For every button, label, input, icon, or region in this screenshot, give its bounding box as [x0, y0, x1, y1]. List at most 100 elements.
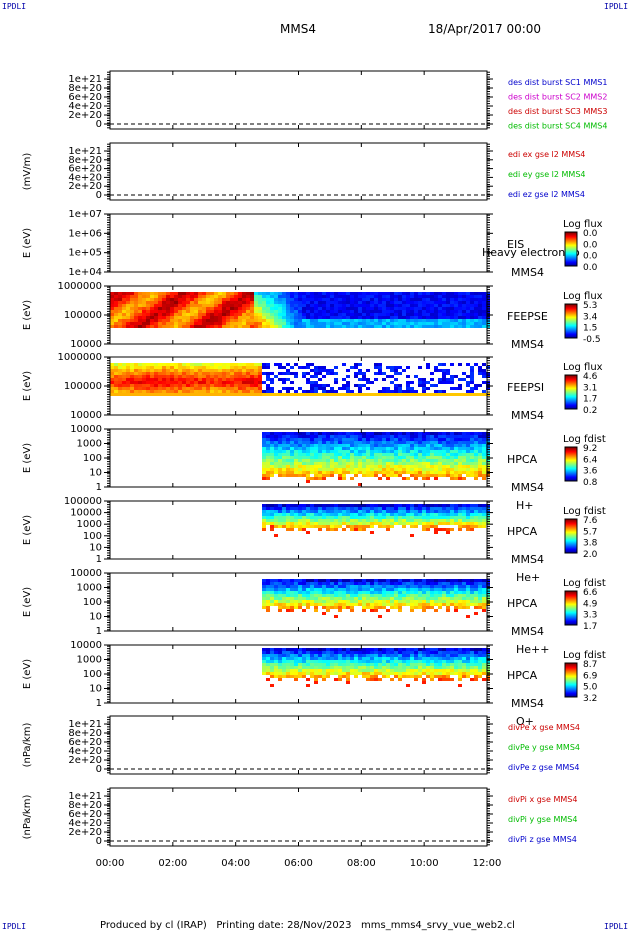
heatmap-cell: [186, 307, 190, 310]
heatmap-cell: [338, 432, 342, 435]
heatmap-cell: [194, 310, 198, 313]
heatmap-cell: [338, 672, 342, 675]
heatmap-cell: [126, 393, 130, 396]
heatmap-cell: [226, 393, 230, 396]
y-tick-label: 1000: [77, 519, 102, 530]
heatmap-cell: [242, 304, 246, 307]
heatmap-cell: [386, 582, 390, 585]
heatmap-cell: [198, 375, 202, 378]
heatmap-cell: [134, 298, 138, 301]
colorbar-cell: [565, 614, 577, 616]
heatmap-cell: [254, 381, 258, 384]
heatmap-cell: [226, 319, 230, 322]
heatmap-cell: [310, 666, 314, 669]
heatmap-cell: [266, 504, 270, 507]
heatmap-cell: [278, 435, 282, 438]
heatmap-cell: [326, 313, 330, 316]
heatmap-cell: [374, 298, 378, 301]
heatmap-cell: [262, 462, 266, 465]
heatmap-cell: [434, 513, 438, 516]
heatmap-cell: [142, 292, 146, 295]
heatmap-cell: [374, 672, 378, 675]
heatmap-cell: [426, 525, 430, 528]
heatmap-cell: [270, 456, 274, 459]
heatmap-cell: [442, 462, 446, 465]
heatmap-cell: [310, 456, 314, 459]
heatmap-cell: [482, 319, 486, 322]
heatmap-cell: [458, 301, 462, 304]
heatmap-cell: [358, 600, 362, 603]
heatmap-cell: [306, 519, 310, 522]
heatmap-cell: [398, 372, 402, 375]
heatmap-cell: [294, 585, 298, 588]
heatmap-cell: [474, 522, 478, 525]
heatmap-cell: [390, 606, 394, 609]
heatmap-cell: [138, 387, 142, 390]
heatmap-cell: [462, 468, 466, 471]
heatmap-cell: [242, 319, 246, 322]
heatmap-cell: [482, 441, 486, 444]
heatmap-cell: [318, 597, 322, 600]
heatmap-cell: [118, 393, 122, 396]
heatmap-cell: [418, 438, 422, 441]
heatmap-cell: [338, 462, 342, 465]
heatmap-cell: [386, 609, 390, 612]
heatmap-cell: [150, 325, 154, 328]
heatmap-cell: [314, 316, 318, 319]
heatmap-cell: [266, 363, 270, 366]
heatmap-cell: [338, 310, 342, 313]
heatmap-cell: [314, 606, 318, 609]
heatmap-cell: [298, 295, 302, 298]
heatmap-cell: [354, 366, 358, 369]
heatmap-cell: [458, 504, 462, 507]
legend-entry: edi ex gse l2 MMS4: [508, 150, 585, 159]
heatmap-cell: [202, 366, 206, 369]
heatmap-cell: [166, 316, 170, 319]
heatmap-cell: [426, 477, 430, 480]
heatmap-cell: [374, 588, 378, 591]
heatmap-cell: [242, 316, 246, 319]
heatmap-cell: [234, 384, 238, 387]
heatmap-cell: [242, 375, 246, 378]
heatmap-cell: [226, 304, 230, 307]
heatmap-cell: [234, 387, 238, 390]
heatmap-cell: [274, 597, 278, 600]
heatmap-cell: [458, 319, 462, 322]
legend-entry: des dist burst SC2 MMS2: [508, 93, 607, 102]
heatmap-cell: [462, 456, 466, 459]
heatmap-cell: [422, 325, 426, 328]
heatmap-cell: [478, 471, 482, 474]
colorbar-cell: [565, 261, 577, 263]
heatmap-cell: [390, 453, 394, 456]
heatmap-cell: [330, 606, 334, 609]
heatmap-cell: [266, 522, 270, 525]
heatmap-cell: [378, 459, 382, 462]
heatmap-cell: [478, 393, 482, 396]
heatmap-cell: [274, 534, 278, 537]
heatmap-cell: [282, 325, 286, 328]
heatmap-cell: [170, 375, 174, 378]
heatmap-cell: [426, 304, 430, 307]
colorbar-label: 7.6: [583, 516, 598, 526]
heatmap-cell: [270, 301, 274, 304]
heatmap-cell: [434, 468, 438, 471]
heatmap-cell: [434, 393, 438, 396]
heatmap-cell: [322, 519, 326, 522]
heatmap-cell: [406, 603, 410, 606]
heatmap-cell: [278, 471, 282, 474]
heatmap-cell: [466, 295, 470, 298]
heatmap-cell: [442, 322, 446, 325]
heatmap-cell: [278, 456, 282, 459]
heatmap-cell: [298, 393, 302, 396]
heatmap-cell: [410, 322, 414, 325]
heatmap-cell: [382, 510, 386, 513]
heatmap-cell: [334, 313, 338, 316]
heatmap-cell: [282, 319, 286, 322]
heatmap-cell: [374, 507, 378, 510]
heatmap-cell: [322, 432, 326, 435]
heatmap-cell: [378, 525, 382, 528]
heatmap-cell: [110, 384, 114, 387]
heatmap-cell: [246, 313, 250, 316]
heatmap-cell: [338, 525, 342, 528]
heatmap-cell: [398, 444, 402, 447]
